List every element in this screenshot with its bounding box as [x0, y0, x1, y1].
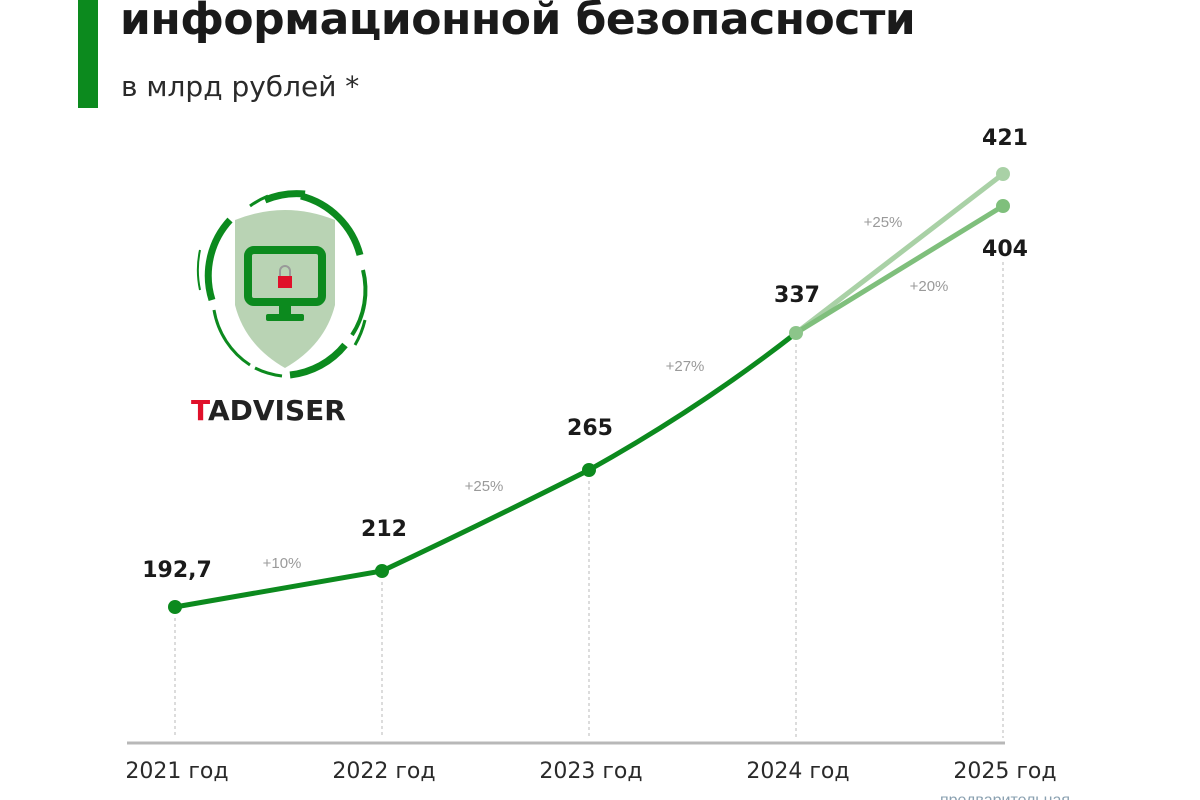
- value-label-2025-base: 404: [982, 237, 1028, 262]
- value-label-2022: 212: [361, 517, 407, 542]
- footnote: предварительная: [940, 792, 1070, 800]
- growth-label-2023: +25%: [465, 478, 504, 495]
- x-label-2024: 2024 год: [746, 759, 849, 784]
- growth-label-2025-base: +20%: [910, 278, 949, 295]
- growth-label-2022: +10%: [263, 555, 302, 572]
- brand-name: TADVISER: [191, 394, 346, 427]
- x-label-2022: 2022 год: [332, 759, 435, 784]
- forecast-series: [793, 167, 1010, 336]
- x-axis-labels: 2021 год 2022 год 2023 год 2024 год 2025…: [125, 759, 1056, 784]
- gridlines: [174, 262, 1004, 738]
- x-label-2023: 2023 год: [539, 759, 642, 784]
- tadviser-logo: TADVISER: [191, 190, 368, 427]
- value-labels: 192,7 212 265 337 421 404: [142, 126, 1028, 583]
- x-label-2025: 2025 год: [953, 759, 1056, 784]
- value-label-2024: 337: [774, 283, 820, 308]
- growth-label-2025-high: +25%: [864, 214, 903, 231]
- chart-subtitle: в млрд рублей *: [121, 70, 360, 103]
- shield-monitor-lock-icon: [196, 190, 368, 379]
- value-label-2021: 192,7: [142, 558, 212, 583]
- value-label-2025-high: 421: [982, 126, 1028, 151]
- value-label-2023: 265: [567, 416, 613, 441]
- x-label-2021: 2021 год: [125, 759, 228, 784]
- growth-labels: +10% +25% +27% +25% +20%: [263, 214, 949, 572]
- actual-series: [168, 326, 803, 614]
- accent-bar: [78, 0, 98, 108]
- chart-title: информационной безопасности: [120, 0, 916, 45]
- growth-label-2024: +27%: [666, 358, 705, 375]
